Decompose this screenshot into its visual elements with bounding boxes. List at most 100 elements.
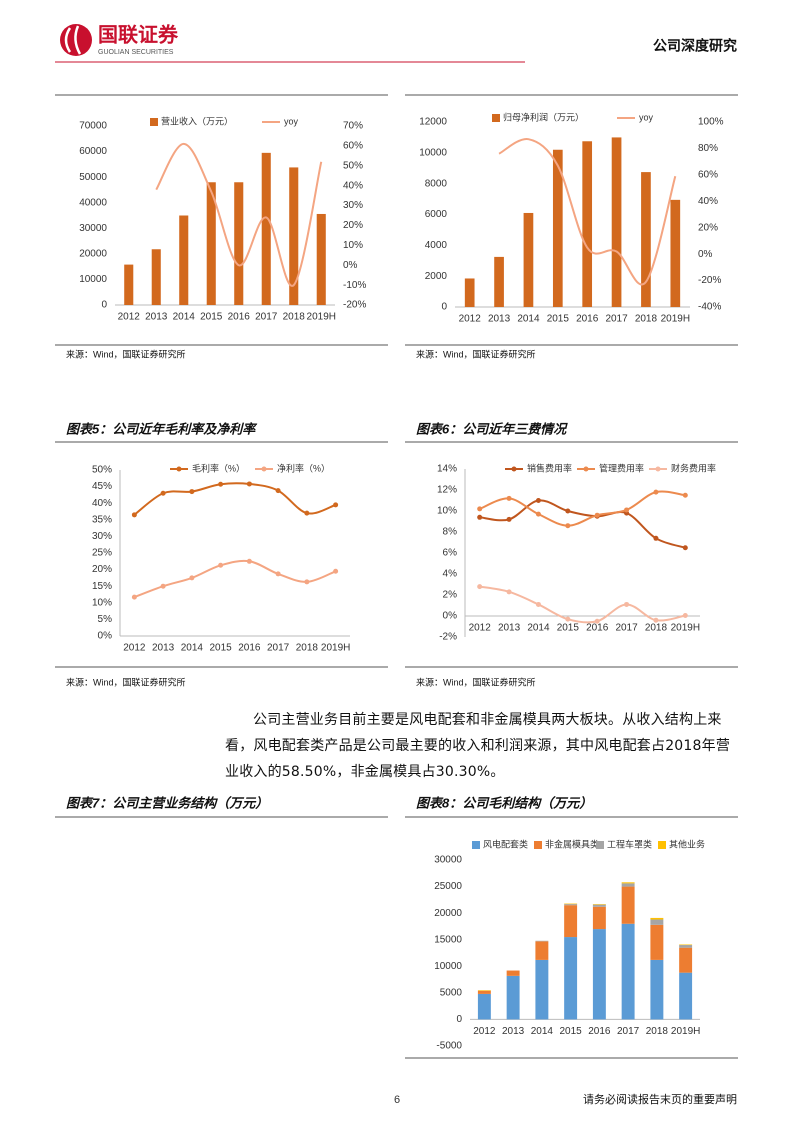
bar [206, 182, 216, 305]
y2-tick-label: 60% [698, 169, 718, 180]
bar [641, 172, 651, 307]
x-tick-label: 2012 [469, 623, 492, 634]
point [535, 601, 541, 607]
bar-segment [650, 924, 664, 960]
y-tick-label: 5000 [440, 987, 463, 998]
y2-tick-label: 40% [343, 180, 363, 191]
y2-tick-label: 20% [698, 222, 718, 233]
y-tick-label: 20000 [434, 908, 462, 919]
point [160, 583, 166, 589]
bar-segment [650, 919, 664, 925]
legend-label: 销售费用率 [527, 462, 572, 473]
x-tick-label: 2017 [255, 312, 278, 323]
point [624, 507, 630, 513]
y-tick-label: 50000 [79, 172, 107, 183]
point [246, 558, 252, 564]
legend-label: 财务费用率 [671, 462, 716, 473]
y-tick-label: 15% [92, 581, 112, 592]
x-tick-label: 2017 [267, 643, 290, 654]
point [333, 568, 339, 574]
x-tick-label: 2017 [605, 314, 628, 325]
bar-segment [535, 959, 549, 1020]
x-tick-label: 2016 [228, 312, 251, 323]
bar-segment [621, 883, 635, 887]
y-tick-label: 20% [92, 564, 112, 575]
bar-segment [650, 917, 664, 920]
page-number: 6 [394, 1094, 400, 1106]
y-tick-label: 10000 [434, 961, 462, 972]
x-tick-label: 2012 [459, 314, 482, 325]
bar-segment [650, 959, 664, 1020]
line [479, 499, 686, 549]
x-tick-label: 2016 [576, 314, 599, 325]
y-tick-label: 40% [92, 498, 112, 509]
y-tick-label: 6000 [425, 209, 448, 220]
point [477, 506, 483, 512]
y-tick-label: 4% [443, 569, 458, 580]
point [160, 490, 166, 496]
y-tick-label: 0% [443, 611, 458, 622]
x-tick-label: 2012 [473, 1026, 496, 1037]
line [134, 559, 337, 599]
line [133, 482, 336, 516]
legend-marker [655, 466, 661, 472]
y-tick-label: 4000 [425, 240, 448, 251]
legend-marker [583, 466, 589, 472]
point [682, 545, 688, 551]
legend-swatch [596, 841, 604, 849]
bar-segment [679, 944, 693, 946]
point [506, 495, 512, 501]
line [498, 138, 677, 286]
x-tick-label: 2018 [296, 643, 319, 654]
line [479, 490, 686, 527]
y2-tick-label: 20% [343, 220, 363, 231]
point [682, 612, 688, 618]
y-tick-label: -5000 [436, 1041, 462, 1052]
legend-label: 其他业务 [669, 838, 705, 849]
x-tick-label: 2018 [646, 1026, 669, 1037]
x-tick-label: 2017 [617, 1026, 640, 1037]
x-tick-label: 2014 [531, 1026, 554, 1037]
bar-segment [592, 929, 606, 1020]
point [304, 579, 310, 585]
x-tick-label: 2013 [488, 314, 511, 325]
y-tick-label: 50% [92, 465, 112, 476]
bar-segment [535, 940, 549, 942]
y2-tick-label: -20% [698, 275, 721, 286]
point [565, 616, 571, 622]
x-tick-label: 2015 [560, 1026, 583, 1037]
x-tick-label: 2018 [635, 314, 658, 325]
bar-segment [564, 903, 578, 905]
x-tick-label: 2013 [152, 643, 175, 654]
x-tick-label: 2015 [210, 643, 233, 654]
bar-segment [679, 945, 693, 948]
x-tick-label: 2016 [238, 643, 261, 654]
x-tick-label: 2015 [547, 314, 570, 325]
point [506, 516, 512, 522]
x-tick-label: 2012 [123, 643, 146, 654]
y-tick-label: 30000 [434, 855, 462, 866]
bar-segment [506, 970, 520, 976]
y-tick-label: 60000 [79, 146, 107, 157]
x-tick-label: 2016 [586, 623, 609, 634]
bar [151, 249, 161, 305]
bar-segment [477, 993, 491, 1020]
point [594, 512, 600, 518]
figure-title: 图表6：公司近年三费情况 [416, 421, 568, 436]
y2-tick-label: 10% [343, 240, 363, 251]
bar-segment [564, 904, 578, 906]
legend-label: 毛利率（%） [192, 462, 245, 473]
legend-label: 净利率（%） [277, 462, 330, 473]
bar-segment [621, 882, 635, 884]
x-tick-label: 2019H [661, 314, 690, 325]
x-tick-label: 2013 [145, 312, 168, 323]
y-tick-label: 8% [443, 527, 458, 538]
legend-swatch [534, 841, 542, 849]
bar [582, 141, 593, 307]
source: 来源：Wind，国联证券研究所 [416, 676, 536, 687]
y-tick-label: 70000 [79, 121, 107, 132]
x-tick-label: 2015 [557, 623, 580, 634]
y-tick-label: 0 [456, 1014, 462, 1025]
x-tick-label: 2016 [588, 1026, 611, 1037]
